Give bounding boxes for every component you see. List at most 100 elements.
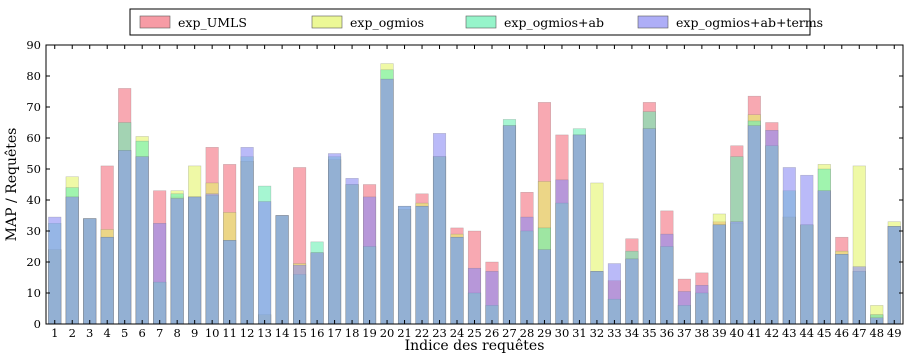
y-axis-label: MAP / Requêtes (4, 128, 20, 242)
x-tick-label: 15 (292, 326, 307, 340)
bar-group-15 (293, 167, 307, 325)
bar-group-13 (258, 185, 272, 325)
y-tick-label: 20 (26, 255, 41, 269)
bar-exp-ogmios-ab-terms-32 (590, 271, 604, 325)
bar-exp-ogmios-ab-terms-26 (485, 271, 499, 325)
legend-swatch (465, 15, 497, 29)
bar-exp-ogmios-ab-terms-14 (275, 215, 289, 325)
y-tick-label: 40 (26, 193, 41, 207)
bar-group-3 (83, 218, 97, 325)
bar-exp-ogmios-ab-terms-8 (170, 198, 184, 325)
x-tick-label: 36 (660, 326, 675, 340)
bar-group-26 (485, 261, 499, 325)
bar-group-24 (450, 227, 464, 325)
x-tick-label: 1 (51, 326, 58, 340)
bar-group-14 (275, 215, 289, 325)
x-tick-label: 38 (695, 326, 710, 340)
x-tick-label: 6 (139, 326, 146, 340)
legend-label: exp_UMLS (178, 15, 247, 30)
bar-group-2 (65, 176, 79, 325)
x-tick-label: 30 (555, 326, 570, 340)
bar-group-20 (380, 63, 394, 325)
bar-group-33 (607, 263, 621, 325)
x-tick-label: 4 (104, 326, 111, 340)
x-tick-label: 33 (607, 326, 622, 340)
bar-group-12 (240, 147, 254, 325)
x-tick-label: 24 (450, 326, 465, 340)
bar-group-6 (135, 136, 149, 325)
x-tick-label: 11 (222, 326, 237, 340)
x-tick-label: 32 (590, 326, 605, 340)
x-tick-label: 35 (642, 326, 657, 340)
x-tick-label: 45 (817, 326, 832, 340)
bar-exp-ogmios-ab-terms-41 (747, 125, 761, 325)
bar-exp-ogmios-ab-terms-20 (380, 78, 394, 325)
x-tick-label: 5 (121, 326, 128, 340)
bar-group-10 (205, 147, 219, 325)
bar-exp-ogmios-ab-terms-40 (730, 221, 744, 325)
x-tick-label: 40 (730, 326, 745, 340)
bar-group-32 (590, 182, 604, 325)
legend-item-exp-ogmios-ab: exp_ogmios+ab (465, 15, 604, 30)
bar-exp-ogmios-ab-terms-15 (293, 264, 307, 325)
x-tick-label: 29 (537, 326, 552, 340)
x-tick-label: 13 (257, 326, 272, 340)
bar-exp-ogmios-ab-terms-37 (677, 291, 691, 325)
y-tick-label: 10 (26, 286, 41, 300)
bar-exp-ogmios-ab-terms-25 (467, 267, 482, 325)
bar-group-37 (677, 278, 691, 325)
x-tick-label: 28 (520, 326, 535, 340)
bar-exp-ogmios-ab-terms-24 (450, 236, 464, 325)
bar-group-42 (765, 122, 779, 325)
bar-exp-ogmios-ab-terms-17 (328, 153, 342, 325)
x-tick-label: 25 (467, 326, 482, 340)
bar-exp-ogmios-ab-terms-11 (223, 240, 237, 325)
x-tick-label: 8 (174, 326, 181, 340)
x-tick-label: 37 (677, 326, 692, 340)
legend-swatch (637, 15, 669, 29)
bar-exp-ogmios-ab-terms-29 (537, 249, 551, 325)
bar-exp-ogmios-ab-terms-46 (835, 254, 849, 325)
legend-label: exp_ogmios (350, 15, 424, 30)
y-tick-label: 80 (26, 69, 41, 83)
x-tick-label: 43 (782, 326, 797, 340)
legend: exp_UMLS exp_ogmios exp_ogmios+ab exp_ogmio… (129, 8, 823, 36)
bar-group-8 (170, 190, 184, 325)
bar-group-34 (625, 238, 639, 325)
bar-group-47 (852, 165, 866, 325)
x-tick-label: 17 (327, 326, 342, 340)
bar-group-28 (520, 192, 534, 325)
bar-group-9 (188, 165, 202, 325)
bar-group-38 (695, 272, 709, 325)
y-tick-label: 30 (26, 224, 41, 238)
bar-exp-ogmios-ab-terms-33 (607, 263, 621, 325)
bar-exp-ogmios-ab-terms-10 (205, 193, 219, 325)
bar-exp-ogmios-ab-terms-22 (415, 205, 429, 325)
bar-exp-ogmios-ab-terms-18 (345, 178, 359, 325)
bar-exp-ogmios-ab-terms-30 (555, 179, 569, 325)
bar-group-18 (345, 178, 359, 325)
legend-item-exp-umls: exp_UMLS (139, 15, 247, 30)
bar-group-39 (712, 213, 726, 325)
legend-item-exp-ogmios-ab-terms: exp_ogmios+ab+terms (637, 15, 823, 30)
bar-exp-ogmios-ab-terms-5 (118, 150, 132, 325)
y-tick-label: 90 (26, 38, 41, 52)
x-tick-label: 42 (765, 326, 780, 340)
legend-label: exp_ogmios+ab+terms (676, 15, 823, 30)
x-tick-label: 19 (362, 326, 377, 340)
bar-exp-ogmios-ab-terms-39 (712, 224, 726, 325)
bar-group-41 (747, 95, 761, 325)
bar-exp-ogmios-ab-terms-9 (188, 196, 202, 325)
bar-group-35 (642, 102, 656, 325)
bar-group-49 (887, 221, 901, 325)
bar-exp-ogmios-ab-terms-4 (100, 236, 114, 325)
bar-group-30 (555, 134, 569, 325)
bar-exp-ogmios-ab-terms-12 (240, 147, 254, 325)
x-tick-label: 46 (834, 326, 849, 340)
bar-group-21 (397, 205, 412, 325)
bar-exp-ogmios-ab-terms-16 (310, 252, 324, 325)
bar-group-46 (835, 236, 849, 325)
bar-group-25 (467, 230, 482, 325)
bar-group-40 (730, 145, 744, 325)
